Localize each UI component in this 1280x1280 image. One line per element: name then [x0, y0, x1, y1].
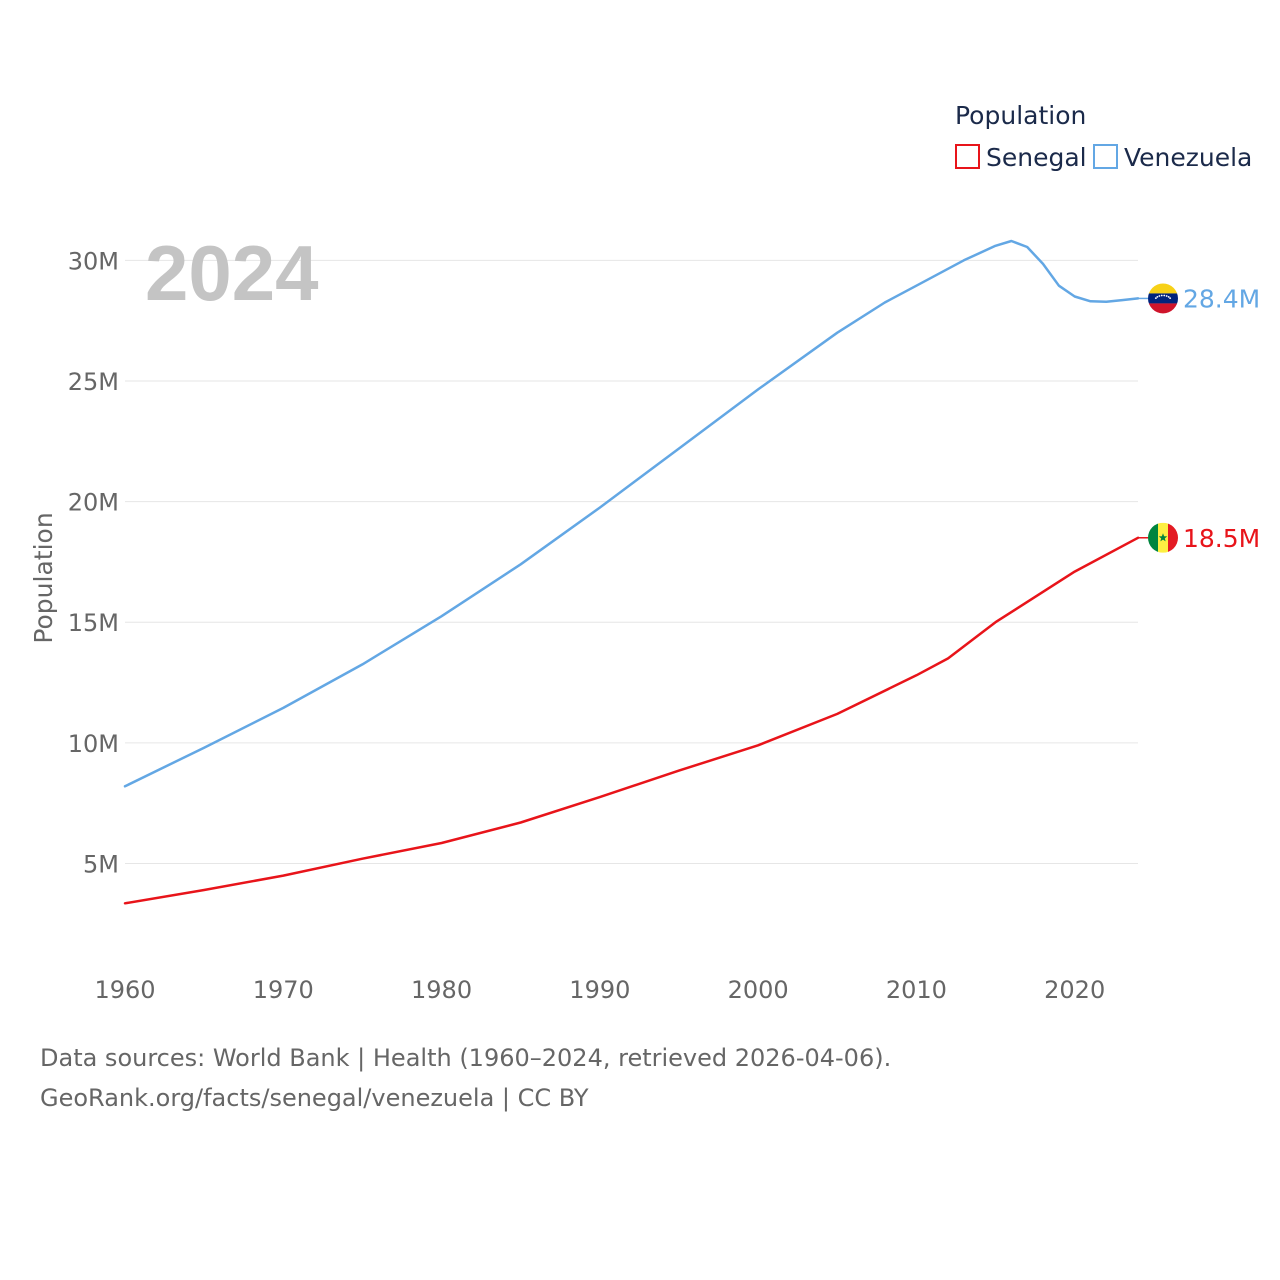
x-tick-label: 2020	[1044, 976, 1105, 1004]
y-tick-label: 5M	[83, 850, 119, 878]
source-line: Data sources: World Bank | Health (1960–…	[40, 1044, 892, 1072]
venezuela-flag-icon	[1148, 283, 1178, 314]
legend-item-venezuela[interactable]: Venezuela	[1093, 143, 1252, 172]
x-tick-label: 1960	[94, 976, 155, 1004]
legend-swatch-venezuela	[1093, 144, 1118, 169]
legend-item-senegal[interactable]: Senegal	[955, 143, 1087, 172]
series-line-senegal	[123, 536, 1140, 905]
license-line: GeoRank.org/facts/senegal/venezuela | CC…	[40, 1084, 589, 1112]
senegal-flag-icon	[1148, 522, 1178, 553]
y-tick-label: 30M	[68, 247, 119, 275]
x-tick-label: 2000	[728, 976, 789, 1004]
y-tick-label: 10M	[68, 730, 119, 758]
y-tick-label: 25M	[68, 368, 119, 396]
legend: Population Senegal Venezuela	[955, 101, 1252, 172]
legend-label-venezuela: Venezuela	[1124, 143, 1252, 172]
series-lines	[123, 239, 1140, 905]
y-tick-label: 20M	[68, 489, 119, 517]
end-markers: 28.4M 18.5M	[1138, 283, 1260, 553]
x-tick-label: 1990	[569, 976, 630, 1004]
end-value-label-venezuela: 28.4M	[1183, 284, 1260, 313]
y-tick-label: 15M	[68, 609, 119, 637]
x-tick-label: 2010	[886, 976, 947, 1004]
x-tick-labels: 1960 1970 1980 1990 2000 2010 2020	[94, 976, 1105, 1004]
legend-label-senegal: Senegal	[986, 143, 1087, 172]
y-tick-labels: 5M 10M 15M 20M 25M 30M	[68, 247, 119, 878]
end-value-label-senegal: 18.5M	[1183, 524, 1260, 553]
gridlines	[125, 259, 1138, 864]
legend-swatch-senegal	[955, 144, 980, 169]
x-tick-label: 1980	[411, 976, 472, 1004]
series-line-venezuela	[123, 239, 1140, 788]
legend-title: Population	[955, 101, 1086, 130]
x-tick-label: 1970	[253, 976, 314, 1004]
y-axis-label: Population	[29, 512, 58, 643]
year-label: 2024	[145, 229, 319, 317]
